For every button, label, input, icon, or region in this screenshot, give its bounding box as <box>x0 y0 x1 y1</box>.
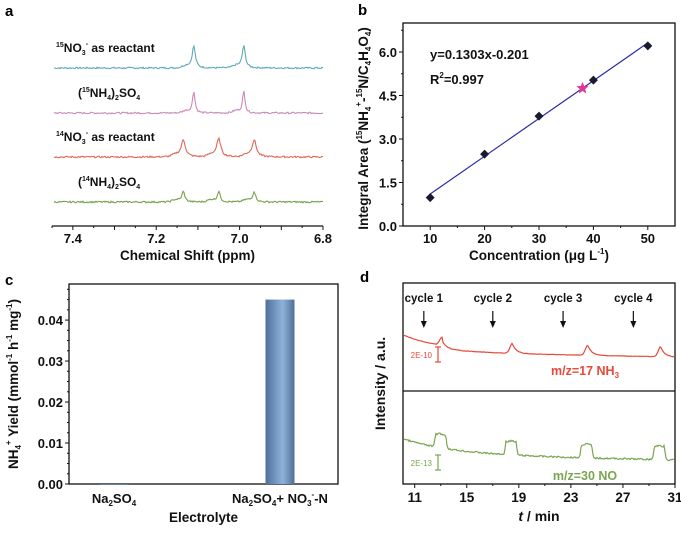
spectrum-line <box>53 136 324 159</box>
x-tick-label: 10 <box>423 231 437 246</box>
y-tick-label: 0.01 <box>38 436 63 451</box>
series-label: m/z=17 NH3 <box>551 364 620 380</box>
y-axis-title: Intensity / a.u. <box>372 337 388 430</box>
y-tick-label: 0.04 <box>38 313 64 328</box>
spectrum-line <box>53 90 324 115</box>
panel-label-d: d <box>360 269 369 286</box>
data-point-diamond <box>425 193 435 203</box>
panel-label-a: a <box>5 3 14 20</box>
sample-point-star <box>576 81 589 94</box>
y-tick-label: 6.0 <box>379 45 397 60</box>
x-tick-label: 15 <box>459 490 475 505</box>
y-tick-label: 0.03 <box>38 354 63 369</box>
x-tick-label: 30 <box>532 231 546 246</box>
panel-d-mass-spectrometry: 11 15 19 23 27 31 t / min Intensity / a.u. cycle… <box>372 282 681 524</box>
cycle-label: cycle 4 <box>614 293 653 305</box>
x-tick-label: 23 <box>563 490 579 505</box>
ms-trace <box>403 334 674 358</box>
y-tick-label: 0.0 <box>379 219 397 234</box>
equation-annotation: y=0.1303x-0.201 <box>430 47 529 62</box>
category-label: Na2SO4 <box>92 491 137 508</box>
data-point-diamond <box>534 111 544 121</box>
cycle-arrow-icon <box>630 321 637 328</box>
panel-a-nmr-spectra: 7.4 7.2 7.0 6.8 Chemical Shift (ppm) 15NO3- a… <box>51 41 332 263</box>
x-tick-label: 6.8 <box>314 231 332 246</box>
x-tick-label: 31 <box>667 490 681 505</box>
x-axis-title: Chemical Shift (ppm) <box>120 248 255 263</box>
x-axis-title: Concentration (μg L-1) <box>469 247 609 263</box>
scale-bar-label: 2E-10 <box>411 351 433 360</box>
x-tick-label: 27 <box>615 490 630 505</box>
series-label: 15NO3- as reactant <box>56 41 155 57</box>
y-tick-label: 0.00 <box>38 477 63 492</box>
y-tick-label: 0.02 <box>38 395 63 410</box>
cycle-label: cycle 2 <box>474 293 512 305</box>
panel-label-c: c <box>5 272 13 289</box>
panel-label-b: b <box>358 2 367 19</box>
x-axis-title: Electrolyte <box>169 510 239 525</box>
plot-frame <box>68 283 339 485</box>
cycle-arrow-icon <box>489 321 496 328</box>
x-axis-title: t / min <box>518 508 559 524</box>
spectrum-line <box>53 190 324 204</box>
cycle-arrow-icon <box>560 321 567 328</box>
x-tick-label: 7.2 <box>147 231 165 246</box>
panel-c-yield-bar-chart: 0.00 0.01 0.02 0.03 0.04 Na2SO4 Na2SO4+ NO3--N… <box>4 283 339 525</box>
data-point-diamond <box>643 41 653 51</box>
data-point-diamond <box>588 75 598 85</box>
x-tick-label: 11 <box>408 490 423 505</box>
series-label: 14NO3- as reactant <box>56 130 155 146</box>
spectrum-line <box>53 44 324 70</box>
plot-frame <box>402 282 676 485</box>
x-tick-label: 7.0 <box>231 231 249 246</box>
cycle-label: cycle 1 <box>405 293 444 305</box>
scale-bar-label: 2E-13 <box>411 459 433 468</box>
x-tick-label: 7.4 <box>64 231 83 246</box>
cycle-label: cycle 3 <box>544 293 582 305</box>
series-label: (15NH4)2SO4 <box>78 86 140 102</box>
y-axis-title: NH4+ Yield (mmol-1 h-1 mg-1) <box>4 299 23 469</box>
x-tick-label: 50 <box>641 231 655 246</box>
y-axis-title: Integral Area (15NH4+-15N/C4H4O4) <box>354 27 373 230</box>
series-label: m/z=30 NO <box>553 469 618 483</box>
x-tick-label: 19 <box>511 490 526 505</box>
cycle-arrow-icon <box>420 321 427 328</box>
ms-trace <box>403 432 675 462</box>
x-tick-label: 20 <box>477 231 491 246</box>
r-squared-annotation: R2=0.997 <box>430 71 484 87</box>
series-label: (14NH4)2SO4 <box>78 175 140 191</box>
y-tick-label: 3.0 <box>379 132 397 147</box>
bar <box>99 484 129 485</box>
x-tick-label: 40 <box>586 231 600 246</box>
y-tick-label: 4.5 <box>379 89 397 104</box>
category-label: Na2SO4+ NO3--N <box>232 490 328 508</box>
data-point-diamond <box>480 149 490 159</box>
panel-b-calibration-curve: 10 20 30 40 50 0.0 1.5 3.0 4.5 6.0 Concentration (… <box>354 22 676 263</box>
bar <box>265 299 295 484</box>
y-tick-label: 1.5 <box>379 176 397 191</box>
